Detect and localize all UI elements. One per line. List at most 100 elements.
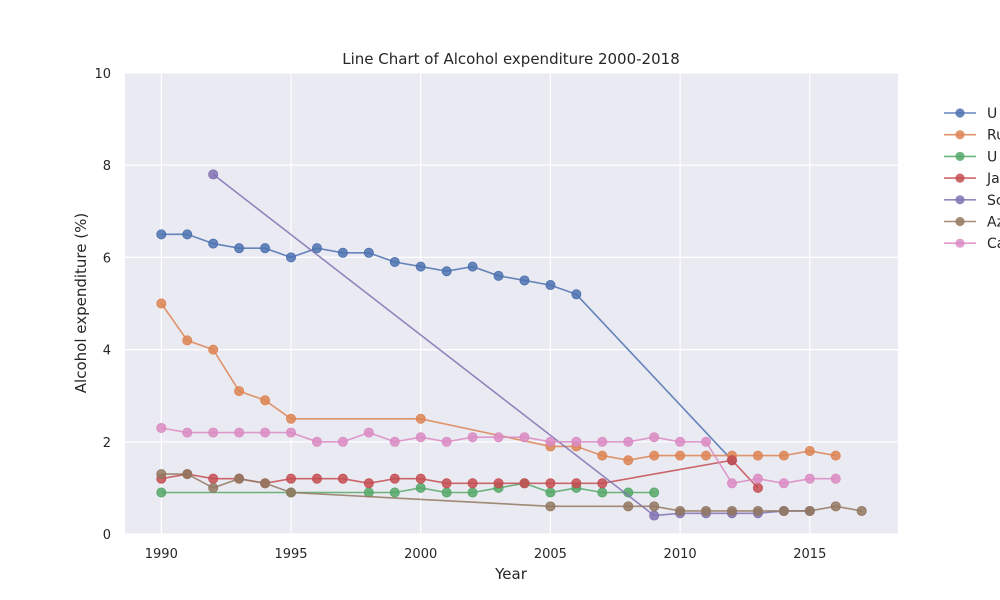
- data-point: [182, 229, 193, 240]
- data-point: [701, 436, 712, 447]
- data-point: [415, 413, 426, 424]
- data-point: [752, 482, 763, 493]
- data-point: [701, 450, 712, 461]
- data-point: [545, 280, 556, 291]
- data-point: [286, 413, 297, 424]
- data-point: [415, 482, 426, 493]
- x-tick-label: 2010: [664, 547, 697, 562]
- series-group: [156, 169, 867, 521]
- grid: [125, 72, 898, 535]
- data-point: [363, 247, 374, 258]
- data-point: [260, 395, 271, 406]
- data-point: [623, 455, 634, 466]
- x-axis-label: Year: [494, 565, 528, 583]
- legend-item: Ru: [944, 128, 1000, 144]
- data-point: [441, 436, 452, 447]
- data-point: [415, 432, 426, 443]
- series-ca: [156, 422, 841, 489]
- data-point: [156, 229, 167, 240]
- legend-label: Ja: [986, 171, 1000, 187]
- data-point: [441, 266, 452, 277]
- legend-label: Sc: [987, 193, 1000, 209]
- data-point: [649, 450, 660, 461]
- legend-label: Ca: [987, 236, 1000, 252]
- data-point: [623, 501, 634, 512]
- data-point: [597, 450, 608, 461]
- data-point: [830, 473, 841, 484]
- y-tick-label: 2: [103, 436, 111, 451]
- data-point: [260, 478, 271, 489]
- data-point: [208, 169, 219, 180]
- data-point: [571, 436, 582, 447]
- data-point: [649, 487, 660, 498]
- y-tick-label: 6: [103, 251, 111, 266]
- legend-label: U: [987, 106, 997, 122]
- legend-marker: [955, 195, 965, 205]
- data-point: [363, 427, 374, 438]
- x-tick-label: 1990: [145, 547, 178, 562]
- series-u: [156, 229, 737, 466]
- data-point: [778, 450, 789, 461]
- data-point: [286, 487, 297, 498]
- data-point: [726, 478, 737, 489]
- data-point: [804, 473, 815, 484]
- series-az: [156, 469, 867, 516]
- data-point: [208, 473, 219, 484]
- data-point: [208, 482, 219, 493]
- legend-marker: [955, 151, 965, 161]
- legend-label: Ru: [987, 128, 1000, 144]
- legend-marker: [955, 238, 965, 248]
- y-tick-label: 8: [103, 159, 111, 174]
- data-point: [208, 344, 219, 355]
- data-point: [441, 487, 452, 498]
- data-point: [389, 473, 400, 484]
- data-point: [493, 478, 504, 489]
- data-point: [623, 436, 634, 447]
- data-point: [649, 510, 660, 521]
- legend-marker: [955, 130, 965, 140]
- tick-labels: 1990 1995 2000 2005 2010 2015 0 2 4 6 8 10: [94, 67, 826, 562]
- data-point: [415, 261, 426, 272]
- y-tick-label: 10: [94, 67, 111, 82]
- data-point: [519, 275, 530, 286]
- data-point: [234, 386, 245, 397]
- data-point: [208, 238, 219, 249]
- data-point: [337, 473, 348, 484]
- data-point: [493, 270, 504, 281]
- data-point: [467, 487, 478, 498]
- data-point: [156, 298, 167, 309]
- x-tick-label: 2005: [534, 547, 567, 562]
- data-point: [675, 505, 686, 516]
- data-point: [726, 455, 737, 466]
- data-point: [441, 478, 452, 489]
- data-point: [234, 243, 245, 254]
- legend-item: Az: [944, 215, 1000, 231]
- data-point: [856, 505, 867, 516]
- legend-label: U: [987, 149, 997, 165]
- data-point: [675, 436, 686, 447]
- legend-item: Ca: [944, 236, 1000, 252]
- legend: U Ru U Ja Sc Az Ca: [944, 106, 1000, 252]
- x-tick-label: 1995: [274, 547, 307, 562]
- data-point: [649, 501, 660, 512]
- data-point: [649, 432, 660, 443]
- data-point: [778, 478, 789, 489]
- data-point: [389, 436, 400, 447]
- data-point: [156, 422, 167, 433]
- series-ru: [156, 298, 841, 466]
- data-point: [597, 478, 608, 489]
- data-point: [597, 487, 608, 498]
- data-point: [182, 427, 193, 438]
- data-point: [156, 469, 167, 480]
- data-point: [804, 505, 815, 516]
- y-tick-label: 0: [103, 528, 111, 543]
- data-point: [778, 505, 789, 516]
- data-point: [752, 473, 763, 484]
- data-point: [260, 243, 271, 254]
- data-point: [467, 261, 478, 272]
- data-point: [726, 505, 737, 516]
- data-point: [597, 436, 608, 447]
- legend-marker: [955, 108, 965, 118]
- data-point: [156, 487, 167, 498]
- data-point: [389, 487, 400, 498]
